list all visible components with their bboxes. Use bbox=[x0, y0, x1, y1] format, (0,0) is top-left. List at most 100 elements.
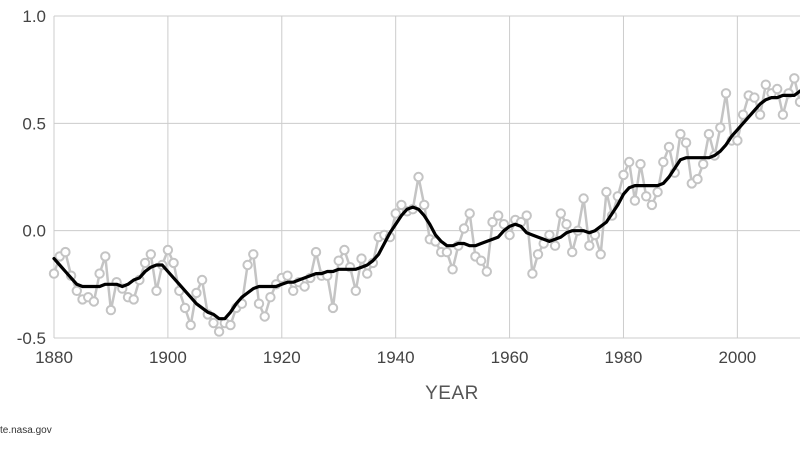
y-tick-label-1: 0.0 bbox=[22, 222, 46, 241]
annual-point-1991 bbox=[680, 137, 692, 148]
annual-point-1985 bbox=[646, 199, 658, 211]
annual-point-1924 bbox=[299, 281, 310, 292]
annual-point-1981 bbox=[624, 156, 635, 168]
annual-point-2008 bbox=[777, 109, 789, 120]
annual-point-1976 bbox=[595, 249, 606, 260]
annual-point-2010 bbox=[789, 73, 800, 84]
y-tick-label-0: -0.5 bbox=[17, 329, 46, 348]
annual-point-1995 bbox=[703, 128, 715, 140]
annual-point-1917 bbox=[259, 311, 270, 322]
annual-point-1963 bbox=[521, 210, 532, 221]
annual-point-1896 bbox=[139, 257, 151, 269]
annual-point-1882 bbox=[60, 246, 71, 258]
annual-point-1918 bbox=[265, 292, 276, 303]
annual-point-1888 bbox=[94, 268, 105, 279]
x-tick-label-1920: 1920 bbox=[263, 348, 301, 367]
annual-point-1929 bbox=[327, 302, 339, 314]
annual-series bbox=[48, 73, 800, 337]
annual-point-1900 bbox=[162, 244, 174, 256]
annual-point-1983 bbox=[635, 158, 646, 170]
annual-point-1987 bbox=[658, 156, 669, 168]
annual-point-1916 bbox=[253, 298, 265, 309]
annual-point-1894 bbox=[128, 294, 139, 305]
annual-point-1977 bbox=[601, 186, 612, 198]
annual-point-1955 bbox=[475, 255, 487, 266]
smoothed-series bbox=[52, 89, 800, 321]
annual-point-1926 bbox=[310, 246, 322, 258]
annual-point-2003 bbox=[749, 92, 760, 103]
tick-labels: 1880 1900 1920 1940 1960 1980 2000 -0.5 0.0 0.5 1.… bbox=[17, 7, 757, 367]
annual-point-1909 bbox=[213, 326, 225, 337]
annual-point-1960 bbox=[504, 229, 515, 241]
annual-point-1941 bbox=[396, 199, 407, 211]
annual-point-1931 bbox=[339, 244, 350, 256]
annual-point-1898 bbox=[151, 285, 162, 296]
annual-point-1973 bbox=[578, 193, 589, 204]
annual-point-1994 bbox=[698, 158, 709, 170]
annual-point-1904 bbox=[185, 319, 196, 331]
annual-point-1956 bbox=[481, 266, 492, 277]
annual-point-1969 bbox=[555, 208, 566, 219]
grid bbox=[53, 15, 800, 339]
annual-point-1958 bbox=[493, 210, 504, 221]
annual-point-1880 bbox=[48, 268, 60, 279]
smoothed-line bbox=[52, 89, 800, 321]
annual-point-1887 bbox=[88, 296, 100, 307]
annual-point-1957 bbox=[487, 216, 498, 228]
y-tick-label-2: 0.5 bbox=[22, 114, 46, 133]
annual-point-1980 bbox=[618, 169, 629, 181]
annual-point-1993 bbox=[692, 173, 703, 185]
annual-point-1967 bbox=[544, 229, 555, 241]
annual-point-1905 bbox=[191, 287, 202, 299]
annual-point-1890 bbox=[105, 304, 117, 316]
annual-point-1986 bbox=[652, 186, 663, 198]
annual-point-2000 bbox=[732, 135, 743, 146]
annual-point-1988 bbox=[663, 141, 675, 153]
annual-point-1964 bbox=[527, 268, 538, 279]
annual-point-1911 bbox=[225, 319, 236, 331]
annual-point-1933 bbox=[350, 285, 361, 296]
annual-point-1897 bbox=[145, 249, 157, 260]
x-tick-label-1960: 1960 bbox=[491, 348, 529, 367]
annual-point-1930 bbox=[333, 255, 344, 266]
annual-point-1908 bbox=[208, 317, 219, 329]
x-tick-label-1880: 1880 bbox=[35, 348, 73, 367]
annual-point-1934 bbox=[356, 253, 367, 264]
annual-point-1944 bbox=[413, 171, 424, 183]
annual-point-1949 bbox=[441, 246, 453, 258]
annual-point-1903 bbox=[179, 302, 191, 314]
x-tick-label-1940: 1940 bbox=[377, 348, 415, 367]
annual-point-1974 bbox=[584, 240, 595, 251]
x-tick-label-1900: 1900 bbox=[149, 348, 187, 367]
annual-point-2011 bbox=[794, 96, 800, 108]
annual-point-1971 bbox=[567, 246, 578, 258]
annual-point-1997 bbox=[715, 122, 726, 133]
y-tick-label-3: 1.0 bbox=[22, 7, 46, 26]
annual-point-1970 bbox=[561, 219, 572, 230]
annual-point-1922 bbox=[288, 285, 299, 296]
annual-point-1953 bbox=[464, 208, 475, 219]
annual-point-1982 bbox=[629, 195, 641, 206]
annual-point-1998 bbox=[720, 88, 732, 99]
annual-point-2004 bbox=[754, 109, 766, 120]
annual-point-1950 bbox=[447, 264, 458, 275]
annual-point-1921 bbox=[282, 270, 293, 281]
annual-point-1952 bbox=[458, 223, 470, 234]
source-credit: te.nasa.gov bbox=[0, 425, 52, 436]
annual-point-1990 bbox=[675, 128, 686, 140]
annual-point-2001 bbox=[737, 109, 749, 120]
x-tick-label-1980: 1980 bbox=[605, 348, 643, 367]
annual-point-1984 bbox=[641, 191, 652, 202]
annual-point-1889 bbox=[100, 251, 111, 262]
annual-point-1959 bbox=[498, 219, 510, 230]
annual-point-1906 bbox=[196, 274, 208, 286]
annual-point-1901 bbox=[168, 257, 179, 269]
annual-point-1965 bbox=[532, 249, 544, 260]
annual-point-1884 bbox=[71, 285, 83, 296]
annual-point-2005 bbox=[760, 79, 771, 90]
annual-point-1945 bbox=[419, 199, 430, 211]
annual-point-1940 bbox=[390, 208, 401, 219]
annual-point-1935 bbox=[362, 268, 373, 279]
x-tick-label-2000: 2000 bbox=[718, 348, 756, 367]
